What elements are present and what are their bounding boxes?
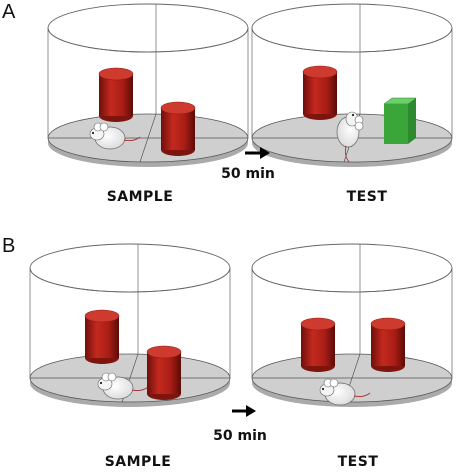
test-label-a: TEST: [347, 189, 388, 205]
interval-label-b: 50 min: [213, 428, 267, 444]
panel-letter-b: B: [2, 235, 15, 257]
arena-icon: [29, 243, 231, 408]
arena-icon: [251, 243, 453, 408]
red-cylinder-object: [84, 309, 120, 365]
arena-icon: [251, 3, 453, 168]
green-cube-object: [383, 97, 417, 144]
arena-icon: [47, 3, 249, 168]
panel-b: B 50 min SAMPLE TEST: [2, 235, 453, 470]
red-cylinder-object: [98, 67, 134, 123]
sample-label-a: SAMPLE: [107, 189, 174, 205]
interval-label-a: 50 min: [221, 166, 275, 182]
sample-label-b: SAMPLE: [105, 454, 172, 470]
red-cylinder-object: [370, 317, 406, 373]
arrow-right-icon: [245, 147, 270, 159]
red-cylinder-object: [160, 101, 196, 157]
red-cylinder-object: [300, 317, 336, 373]
red-cylinder-object: [302, 65, 338, 121]
panel-letter-a: A: [2, 1, 16, 23]
arrow-right-icon: [232, 405, 256, 417]
panel-a: A 50 min SAMPLE: [2, 1, 453, 205]
test-label-b: TEST: [338, 454, 379, 470]
red-cylinder-object: [146, 345, 182, 401]
